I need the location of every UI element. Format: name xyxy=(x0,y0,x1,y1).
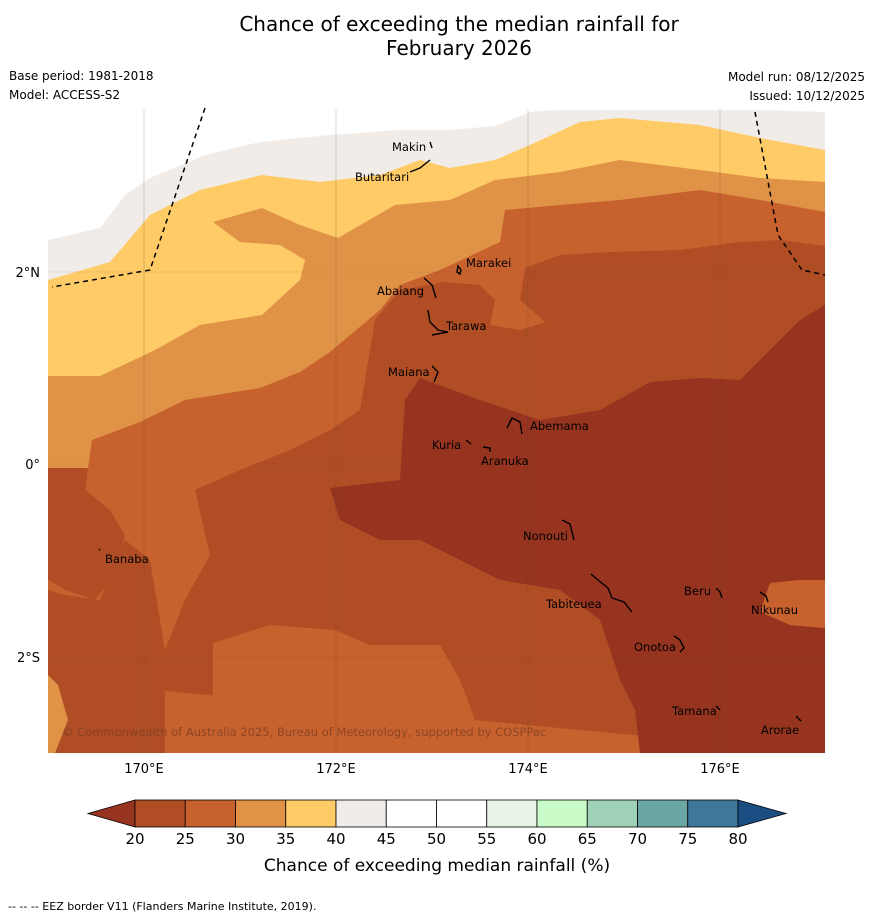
island-makin xyxy=(429,141,433,149)
colorbar-tick-30: 30 xyxy=(226,830,245,848)
y-tick-2s: 2°S xyxy=(17,651,40,666)
colorbar-label: Chance of exceeding median rainfall (%) xyxy=(264,856,610,876)
label-tabiteuea: Tabiteuea xyxy=(545,597,602,611)
colorbar-tick-40: 40 xyxy=(326,830,345,848)
map-title: Chance of exceeding the median rainfall … xyxy=(0,12,873,60)
island-marakei xyxy=(456,264,462,276)
island-maiana xyxy=(431,365,439,383)
model-name: Model: ACCESS-S2 xyxy=(9,88,121,102)
colorbar-bin-40-45 xyxy=(335,799,387,828)
colorbar-tick-45: 45 xyxy=(377,830,396,848)
eez-borders xyxy=(51,107,826,288)
forecast-map xyxy=(48,110,825,753)
base-period: Base period: 1981-2018 xyxy=(9,69,154,83)
band-25-30-south xyxy=(213,625,480,753)
label-nikunau: Nikunau xyxy=(751,603,798,617)
y-tick-2n: 2°N xyxy=(16,266,41,281)
colorbar-bin-20-25 xyxy=(134,799,186,828)
label-aranuka: Aranuka xyxy=(481,454,529,468)
island-abaiang xyxy=(423,277,437,299)
colorbar-tick-75: 75 xyxy=(678,830,697,848)
band-below-20 xyxy=(330,305,825,753)
colorbar-bin-75-80 xyxy=(687,799,739,828)
colorbar: 20 25 30 35 40 45 50 55 60 65 70 75 80 xyxy=(86,799,788,848)
label-onotoa: Onotoa xyxy=(634,640,676,654)
island-kuria xyxy=(465,439,472,445)
colorbar-bin-50-55 xyxy=(436,799,488,828)
meta-left: Base period: 1981-2018 Model: ACCESS-S2 xyxy=(9,69,154,107)
label-tarawa: Tarawa xyxy=(445,319,486,333)
label-abaiang: Abaiang xyxy=(377,284,424,298)
island-aranuka xyxy=(482,446,491,452)
y-tick-0: 0° xyxy=(25,458,40,473)
islands xyxy=(98,141,802,722)
colorbar-bin-30-35 xyxy=(235,799,287,828)
place-labels: Makin Butaritari Marakei Abaiang Tarawa … xyxy=(105,140,799,737)
colorbar-bin-55-60 xyxy=(486,799,538,828)
meta-right: Model run: 08/12/2025 Issued: 10/12/2025 xyxy=(728,70,865,108)
island-butaritari xyxy=(409,159,431,173)
label-tamana: Tamana xyxy=(671,704,717,718)
island-abemama xyxy=(506,417,523,435)
island-banaba xyxy=(98,548,101,551)
island-tabiteuea xyxy=(590,573,633,613)
label-abemama: Abemama xyxy=(530,419,589,433)
island-tamana xyxy=(715,705,721,711)
y-axis-labels: 2°N 0° 2°S xyxy=(16,266,41,666)
model-run: Model run: 08/12/2025 xyxy=(727,70,865,84)
band-25-30-nikunau xyxy=(760,580,825,628)
colorbar-tick-65: 65 xyxy=(578,830,597,848)
colorbar-bin-45-50 xyxy=(385,799,437,828)
colorbar-tick-35: 35 xyxy=(276,830,295,848)
colorbar-extend-low xyxy=(86,799,136,828)
colorbar-bin-60-65 xyxy=(536,799,588,828)
colorbar-bin-70-75 xyxy=(637,799,689,828)
island-nonouti xyxy=(561,519,575,541)
copyright-text: © Commonwealth of Australia 2025, Bureau… xyxy=(62,725,546,739)
x-tick-170e: 170°E xyxy=(124,762,164,777)
label-makin: Makin xyxy=(392,140,426,154)
island-tarawa xyxy=(427,309,449,336)
x-tick-174e: 174°E xyxy=(508,762,548,777)
island-arorae xyxy=(795,715,802,722)
colorbar-tick-20: 20 xyxy=(125,830,144,848)
label-banaba: Banaba xyxy=(105,552,149,566)
colorbar-bin-25-30 xyxy=(184,799,236,828)
title-line-2: February 2026 xyxy=(386,36,532,60)
colorbar-tick-80: 80 xyxy=(728,830,747,848)
label-butaritari: Butaritari xyxy=(355,170,409,184)
island-beru xyxy=(715,587,723,599)
title-line-1: Chance of exceeding the median rainfall … xyxy=(239,12,679,36)
x-tick-172e: 172°E xyxy=(316,762,356,777)
colorbar-extend-high xyxy=(737,799,788,828)
band-20-25-sw xyxy=(48,540,165,753)
colorbar-tick-50: 50 xyxy=(427,830,446,848)
label-marakei: Marakei xyxy=(466,256,511,270)
gridlines xyxy=(48,110,825,753)
colorbar-bin-65-70 xyxy=(586,799,638,828)
island-nikunau xyxy=(759,591,769,603)
colorbar-tick-60: 60 xyxy=(527,830,546,848)
x-axis-labels: 170°E 172°E 174°E 176°E xyxy=(124,762,740,777)
band-30-35-sw xyxy=(48,675,68,753)
colorbar-tick-55: 55 xyxy=(477,830,496,848)
colorbar-tick-25: 25 xyxy=(176,830,195,848)
colorbar-bin-35-40 xyxy=(285,799,337,828)
label-kuria: Kuria xyxy=(432,438,461,452)
label-nonouti: Nonouti xyxy=(523,529,568,543)
footer-note: -- -- -- EEZ border V11 (Flanders Marine… xyxy=(8,900,317,913)
issued-date: Issued: 10/12/2025 xyxy=(749,89,865,103)
colorbar-tick-70: 70 xyxy=(628,830,647,848)
label-beru: Beru xyxy=(684,584,711,598)
label-arorae: Arorae xyxy=(761,723,799,737)
label-maiana: Maiana xyxy=(388,365,430,379)
island-onotoa xyxy=(673,635,685,653)
x-tick-176e: 176°E xyxy=(700,762,740,777)
